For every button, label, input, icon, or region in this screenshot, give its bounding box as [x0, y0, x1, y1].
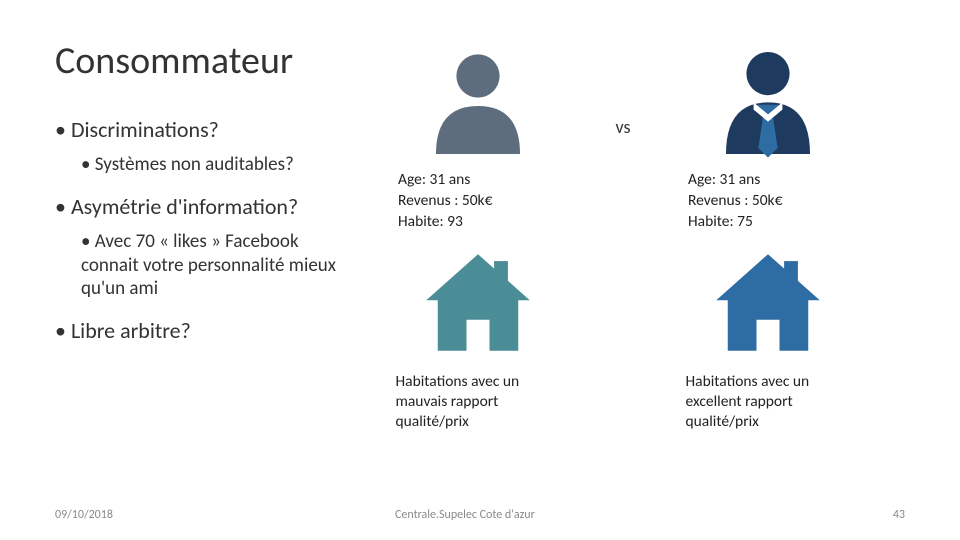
- column-right: Age: 31 ans Revenus : 50k€ Habite: 75 Ha…: [658, 110, 878, 432]
- house-right-icon: [703, 245, 833, 360]
- revenue-right: Revenus : 50k€: [688, 191, 848, 212]
- caption-right: Habitations avec un excellent rapport qu…: [686, 372, 851, 432]
- slide: Consommateur Discriminations? Systèmes n…: [0, 0, 960, 540]
- bullet-discriminations: Discriminations?: [55, 116, 350, 143]
- content-row: Discriminations? Systèmes non auditables…: [55, 110, 905, 432]
- house-left-icon: [413, 245, 543, 360]
- footer-center: Centrale.Supelec Cote d'azur: [395, 508, 535, 522]
- footer-date: 09/10/2018: [55, 508, 113, 522]
- age-right: Age: 31 ans: [688, 170, 848, 191]
- age-left: Age: 31 ans: [398, 170, 558, 191]
- bullet-asymetrie: Asymétrie d'information?: [55, 193, 350, 220]
- footer: 09/10/2018 Centrale.Supelec Cote d'azur …: [55, 508, 905, 522]
- person-generic-icon: [413, 40, 543, 160]
- bullet-facebook: Avec 70 « likes » Facebook connait votre…: [81, 230, 350, 301]
- caption-left: Habitations avec un mauvais rapport qual…: [396, 372, 561, 432]
- stats-right: Age: 31 ans Revenus : 50k€ Habite: 75: [688, 170, 848, 233]
- bullet-list: Discriminations? Systèmes non auditables…: [55, 110, 350, 432]
- person-business-icon: [703, 40, 833, 160]
- footer-page: 43: [893, 508, 905, 522]
- vs-label: vs: [588, 110, 658, 138]
- habite-left: Habite: 93: [398, 212, 558, 233]
- column-left: Age: 31 ans Revenus : 50k€ Habite: 93 Ha…: [368, 110, 588, 432]
- habite-right: Habite: 75: [688, 212, 848, 233]
- comparison-columns: Age: 31 ans Revenus : 50k€ Habite: 93 Ha…: [368, 110, 905, 432]
- revenue-left: Revenus : 50k€: [398, 191, 558, 212]
- stats-left: Age: 31 ans Revenus : 50k€ Habite: 93: [398, 170, 558, 233]
- bullet-libre-arbitre: Libre arbitre?: [55, 317, 350, 344]
- bullet-systemes: Systèmes non auditables?: [81, 153, 350, 177]
